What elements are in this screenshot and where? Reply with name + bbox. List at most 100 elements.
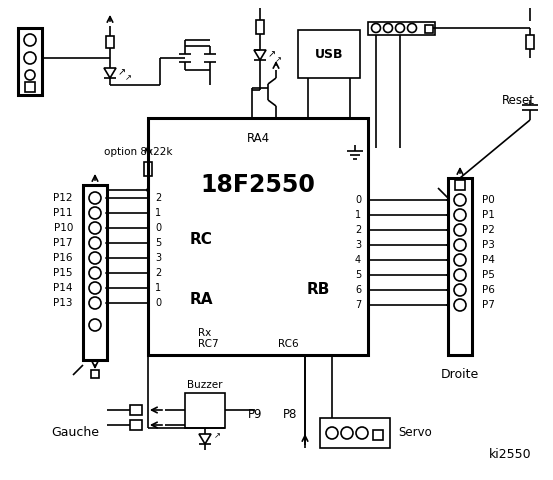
Bar: [91, 370, 99, 378]
Circle shape: [106, 227, 108, 229]
Text: P17: P17: [54, 238, 73, 248]
Circle shape: [446, 259, 450, 262]
Text: 5: 5: [355, 270, 361, 280]
Bar: [373, 430, 383, 440]
Bar: [448, 178, 472, 355]
Circle shape: [446, 259, 450, 262]
Text: P9: P9: [248, 408, 262, 421]
Text: Servo: Servo: [398, 427, 432, 440]
Text: P2: P2: [482, 225, 495, 235]
Text: 2: 2: [155, 193, 161, 203]
Text: 5: 5: [155, 238, 161, 248]
Text: Buzzer: Buzzer: [187, 380, 223, 390]
Text: ↗: ↗: [118, 67, 126, 77]
Text: 0: 0: [155, 298, 161, 308]
Text: Gauche: Gauche: [51, 425, 99, 439]
Text: option 8x22k: option 8x22k: [104, 147, 172, 157]
Text: Rx: Rx: [198, 328, 211, 338]
Text: P10: P10: [54, 223, 73, 233]
Text: P1: P1: [482, 210, 495, 220]
Bar: [298, 30, 360, 78]
Bar: [106, 36, 114, 48]
Circle shape: [106, 227, 108, 229]
Text: P16: P16: [54, 253, 73, 263]
Bar: [130, 420, 142, 430]
Text: 1: 1: [355, 210, 361, 220]
Bar: [425, 25, 433, 33]
Text: 4: 4: [355, 255, 361, 265]
Text: ↗: ↗: [274, 56, 281, 64]
Circle shape: [446, 243, 450, 247]
Text: 3: 3: [355, 240, 361, 250]
Text: 0: 0: [355, 195, 361, 205]
Circle shape: [446, 199, 450, 202]
Text: RC: RC: [190, 232, 213, 248]
Text: ki2550: ki2550: [489, 448, 531, 461]
Circle shape: [146, 188, 150, 192]
Text: 3: 3: [155, 253, 161, 263]
Text: 6: 6: [355, 285, 361, 295]
Circle shape: [106, 256, 108, 260]
Text: 2: 2: [355, 225, 361, 235]
Bar: [320, 418, 390, 448]
Circle shape: [446, 228, 450, 231]
Text: P7: P7: [482, 300, 495, 310]
Text: Droite: Droite: [441, 369, 479, 382]
Text: RA: RA: [190, 292, 213, 308]
Circle shape: [446, 274, 450, 276]
Text: P12: P12: [54, 193, 73, 203]
Circle shape: [446, 303, 450, 307]
Text: RA4: RA4: [247, 132, 269, 144]
Circle shape: [106, 301, 108, 304]
Text: ↗: ↗: [268, 49, 276, 59]
Circle shape: [106, 241, 108, 244]
Bar: [144, 162, 152, 176]
Text: 0: 0: [155, 223, 161, 233]
Bar: [130, 405, 142, 415]
Bar: [526, 35, 534, 49]
Text: P0: P0: [482, 195, 495, 205]
Text: 7: 7: [355, 300, 361, 310]
Circle shape: [446, 199, 450, 202]
Text: 2: 2: [155, 268, 161, 278]
Text: Reset: Reset: [502, 94, 535, 107]
Text: P15: P15: [54, 268, 73, 278]
Circle shape: [106, 301, 108, 304]
Bar: [368, 22, 435, 35]
Text: P13: P13: [54, 298, 73, 308]
Circle shape: [446, 214, 450, 216]
Text: ↗: ↗: [124, 73, 132, 83]
Text: P8: P8: [283, 408, 297, 421]
Bar: [18, 28, 42, 95]
Text: P4: P4: [482, 255, 495, 265]
Circle shape: [446, 303, 450, 307]
Text: RC7: RC7: [198, 339, 218, 349]
Bar: [455, 180, 465, 190]
Text: 18F2550: 18F2550: [201, 173, 315, 197]
Text: 1: 1: [155, 283, 161, 293]
Circle shape: [106, 212, 108, 215]
Text: P11: P11: [54, 208, 73, 218]
Text: P5: P5: [482, 270, 495, 280]
Text: P3: P3: [482, 240, 495, 250]
Circle shape: [446, 228, 450, 231]
Circle shape: [106, 241, 108, 244]
Text: USB: USB: [315, 48, 343, 60]
Circle shape: [106, 212, 108, 215]
Circle shape: [106, 272, 108, 275]
Bar: [256, 20, 264, 34]
Bar: [83, 185, 107, 360]
Bar: [25, 82, 35, 92]
Bar: [148, 118, 368, 355]
Circle shape: [106, 287, 108, 289]
Text: P6: P6: [482, 285, 495, 295]
Bar: [185, 393, 225, 428]
Circle shape: [446, 288, 450, 291]
Text: ↗: ↗: [213, 432, 221, 441]
Circle shape: [446, 214, 450, 216]
Text: RC6: RC6: [278, 339, 299, 349]
Text: 1: 1: [155, 208, 161, 218]
Circle shape: [446, 288, 450, 291]
Circle shape: [446, 274, 450, 276]
Text: RB: RB: [306, 283, 330, 298]
